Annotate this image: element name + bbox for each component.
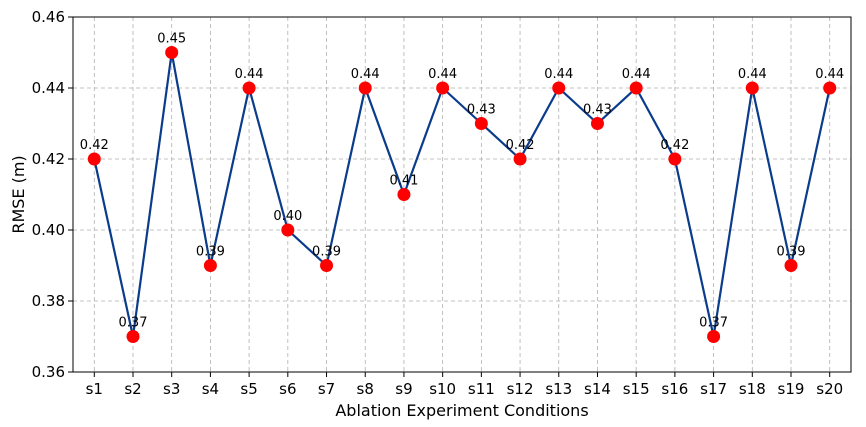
data-label: 0.39 (777, 245, 806, 260)
x-tick-label: s14 (584, 380, 611, 398)
x-tick-label: s10 (429, 380, 456, 398)
data-point (165, 46, 179, 59)
data-label: 0.43 (583, 103, 612, 118)
x-tick-label: s12 (507, 380, 534, 398)
data-labels-layer: 0.42 0.37 0.45 0.39 0.44 0.40 0.39 0.44 0.41 0.44… (80, 32, 844, 331)
grid-lines (73, 16, 851, 373)
x-axis-label: Ablation Experiment Conditions (335, 401, 588, 420)
y-tick-label: 0.42 (32, 150, 65, 168)
data-point (745, 81, 759, 95)
y-axis-label: RMSE (m) (9, 155, 28, 233)
data-point (320, 259, 334, 272)
x-tick-label: s20 (816, 380, 843, 398)
x-axis: s1 s2 s3 s4 s5 s6 s7 s8 s9 s10 s11 s12 s13 s14 s15 s16 s… (86, 372, 843, 398)
x-tick-label: s7 (318, 380, 335, 398)
data-point (784, 259, 798, 272)
x-tick-label: s4 (202, 380, 219, 398)
data-label: 0.41 (389, 174, 418, 189)
data-label: 0.42 (660, 138, 689, 153)
data-label: 0.44 (544, 67, 573, 82)
x-tick-label: s17 (700, 380, 727, 398)
y-tick-label: 0.38 (32, 292, 65, 310)
data-label: 0.45 (157, 32, 186, 47)
data-label: 0.44 (235, 67, 264, 82)
data-label: 0.40 (273, 209, 302, 224)
x-tick-label: s6 (279, 380, 296, 398)
data-point (823, 81, 837, 95)
data-point (668, 152, 682, 166)
data-point (590, 117, 604, 130)
y-tick-label: 0.44 (32, 79, 65, 97)
x-tick-label: s15 (623, 380, 650, 398)
data-label: 0.42 (506, 138, 535, 153)
data-point (203, 259, 217, 272)
data-label: 0.44 (351, 67, 380, 82)
data-point (629, 81, 643, 95)
data-point (87, 152, 101, 166)
x-tick-label: s19 (778, 380, 805, 398)
plot-area-frame (72, 16, 852, 373)
data-label: 0.44 (622, 67, 651, 82)
data-point (358, 81, 372, 95)
data-label: 0.39 (312, 245, 341, 260)
data-label: 0.44 (738, 67, 767, 82)
data-point (397, 188, 411, 201)
data-label: 0.44 (428, 67, 457, 82)
data-point (126, 330, 140, 343)
y-tick-label: 0.46 (32, 8, 65, 26)
x-tick-label: s1 (86, 380, 103, 398)
x-tick-label: s16 (661, 380, 688, 398)
x-tick-label: s13 (545, 380, 572, 398)
data-label: 0.44 (815, 67, 844, 82)
data-label: 0.37 (119, 316, 148, 331)
data-point (707, 330, 721, 343)
y-axis: 0.36 0.38 0.40 0.42 0.44 0.46 (32, 8, 73, 381)
x-tick-label: s8 (357, 380, 374, 398)
series-line (93, 52, 831, 337)
series-layer (87, 46, 837, 343)
data-label: 0.43 (467, 103, 496, 118)
x-tick-label: s5 (240, 380, 257, 398)
x-tick-label: s3 (163, 380, 180, 398)
x-tick-label: s9 (395, 380, 412, 398)
data-label: 0.42 (80, 138, 109, 153)
data-point (513, 152, 527, 166)
data-point (552, 81, 566, 95)
y-tick-label: 0.40 (32, 221, 65, 239)
data-label: 0.37 (699, 316, 728, 331)
x-tick-label: s2 (124, 380, 141, 398)
data-point (281, 223, 295, 237)
data-label: 0.39 (196, 245, 225, 260)
data-point (436, 81, 450, 95)
data-point (242, 81, 256, 95)
x-tick-label: s11 (468, 380, 495, 398)
y-tick-label: 0.36 (32, 363, 65, 381)
x-tick-label: s18 (739, 380, 766, 398)
data-point (474, 117, 488, 130)
